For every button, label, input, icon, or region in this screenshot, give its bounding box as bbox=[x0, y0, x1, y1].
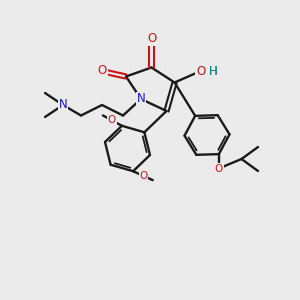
Text: O: O bbox=[98, 64, 106, 77]
Text: O: O bbox=[147, 32, 156, 45]
Text: O: O bbox=[140, 171, 148, 181]
Text: N: N bbox=[58, 98, 68, 112]
Text: O: O bbox=[196, 64, 206, 78]
Text: N: N bbox=[58, 98, 68, 112]
Text: O: O bbox=[140, 171, 148, 181]
Text: N: N bbox=[136, 92, 146, 106]
Text: H: H bbox=[208, 64, 217, 78]
Text: O: O bbox=[108, 115, 116, 125]
Text: O: O bbox=[98, 64, 106, 77]
Text: O: O bbox=[196, 64, 206, 78]
Text: O: O bbox=[147, 32, 156, 45]
Text: O: O bbox=[215, 164, 223, 173]
Text: O: O bbox=[215, 164, 223, 173]
Text: H: H bbox=[208, 64, 217, 78]
Text: O: O bbox=[108, 115, 116, 125]
Text: N: N bbox=[136, 92, 146, 106]
